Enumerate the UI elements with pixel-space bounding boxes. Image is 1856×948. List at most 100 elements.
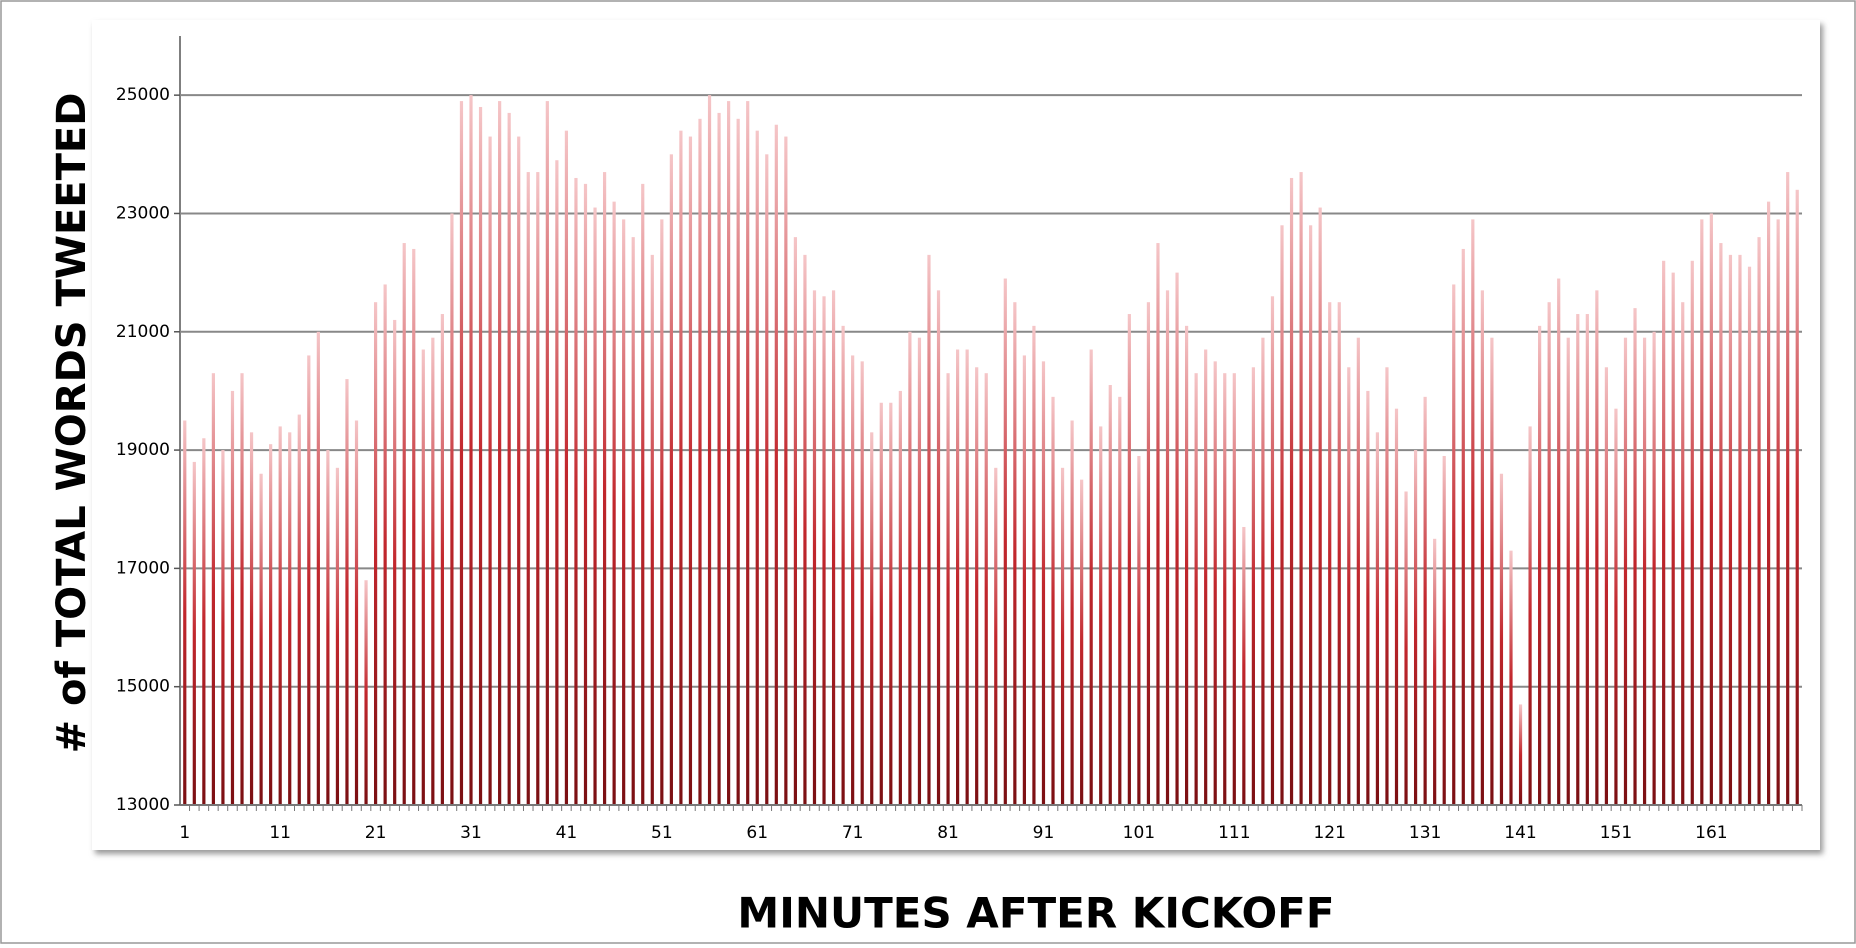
- bar: [421, 349, 425, 805]
- bar: [555, 160, 559, 805]
- bar: [278, 426, 282, 805]
- x-tick-label: 31: [460, 823, 482, 843]
- bar: [1204, 349, 1208, 805]
- bar: [1366, 390, 1370, 805]
- bar: [1633, 308, 1637, 805]
- bar: [192, 461, 196, 805]
- bar: [1080, 479, 1084, 805]
- bar: [1776, 219, 1780, 805]
- bar: [1280, 225, 1284, 806]
- bar: [507, 112, 511, 805]
- bar: [211, 373, 215, 805]
- bar: [946, 373, 950, 805]
- bar: [1528, 426, 1532, 805]
- bar: [316, 331, 320, 805]
- bar: [774, 124, 778, 805]
- bar: [1156, 243, 1160, 806]
- bar: [297, 414, 301, 805]
- bar: [1137, 455, 1141, 805]
- x-tick-label: 71: [842, 823, 864, 843]
- bar: [1289, 177, 1294, 805]
- bar: [975, 367, 979, 805]
- bar: [517, 136, 521, 806]
- bar: [288, 432, 292, 805]
- x-tick-label: 161: [1695, 823, 1727, 843]
- bar: [1690, 260, 1694, 805]
- bar: [1041, 361, 1046, 805]
- bar: [1060, 467, 1065, 805]
- x-axis-title: MINUTES AFTER KICKOFF: [737, 889, 1334, 938]
- bar: [1347, 367, 1351, 805]
- bar: [1719, 243, 1723, 806]
- bar: [851, 355, 855, 805]
- bar: [1328, 302, 1332, 805]
- bar: [1251, 367, 1255, 805]
- bar: [1165, 290, 1170, 805]
- bar: [1118, 396, 1122, 805]
- y-tick-label: 21000: [116, 322, 170, 342]
- bar: [326, 450, 330, 805]
- bar: [707, 95, 712, 805]
- bar: [1146, 302, 1151, 805]
- bar: [727, 101, 731, 806]
- bar: [984, 373, 988, 805]
- bar: [1433, 538, 1437, 805]
- bar: [698, 118, 702, 806]
- bar: [183, 420, 187, 805]
- bar: [1604, 367, 1609, 805]
- bar: [889, 402, 893, 805]
- bar: [1356, 337, 1360, 805]
- bar: [1375, 432, 1380, 805]
- y-tick-label: 25000: [116, 85, 170, 105]
- bar: [1757, 237, 1761, 806]
- bar: [870, 432, 874, 805]
- bar: [717, 112, 721, 805]
- bar: [307, 355, 311, 805]
- bar: [269, 444, 273, 805]
- bar: [1681, 302, 1685, 805]
- bar: [1452, 284, 1456, 805]
- bar: [545, 101, 549, 806]
- bar: [1595, 290, 1599, 805]
- bar: [1299, 172, 1303, 806]
- bar: [1089, 349, 1093, 805]
- bar: [1623, 337, 1628, 805]
- x-tick-label: 101: [1123, 823, 1155, 843]
- bar: [1051, 396, 1055, 805]
- bar: [917, 337, 922, 805]
- bar: [1404, 491, 1408, 805]
- bar: [393, 319, 397, 805]
- bar: [1786, 172, 1790, 806]
- bar: [1022, 355, 1026, 805]
- bar: [1518, 704, 1523, 805]
- bar: [1490, 337, 1494, 805]
- bar: [459, 101, 464, 806]
- bar: [841, 325, 845, 805]
- y-tick-label: 23000: [116, 203, 170, 223]
- y-tick-label: 15000: [116, 677, 170, 697]
- bar: [1480, 290, 1484, 805]
- bar: [1385, 367, 1389, 805]
- bar: [1423, 396, 1427, 805]
- bar: [221, 450, 225, 805]
- bar: [564, 130, 569, 806]
- bar: [478, 106, 483, 805]
- bar: [1747, 266, 1752, 805]
- bar: [249, 432, 254, 805]
- bar: [1194, 373, 1198, 805]
- bar: [1728, 254, 1733, 805]
- x-tick-label: 91: [1033, 823, 1055, 843]
- bar: [793, 237, 798, 806]
- bar: [994, 467, 998, 805]
- bar: [631, 237, 635, 806]
- bar: [1566, 337, 1570, 805]
- bar: [412, 248, 416, 805]
- bar: [1108, 385, 1112, 805]
- bar: [498, 101, 502, 806]
- bar: [373, 302, 378, 805]
- bar: [488, 136, 492, 806]
- bar: [440, 314, 444, 805]
- bar: [1070, 420, 1074, 805]
- bar: [1585, 314, 1589, 805]
- bar: [202, 438, 206, 805]
